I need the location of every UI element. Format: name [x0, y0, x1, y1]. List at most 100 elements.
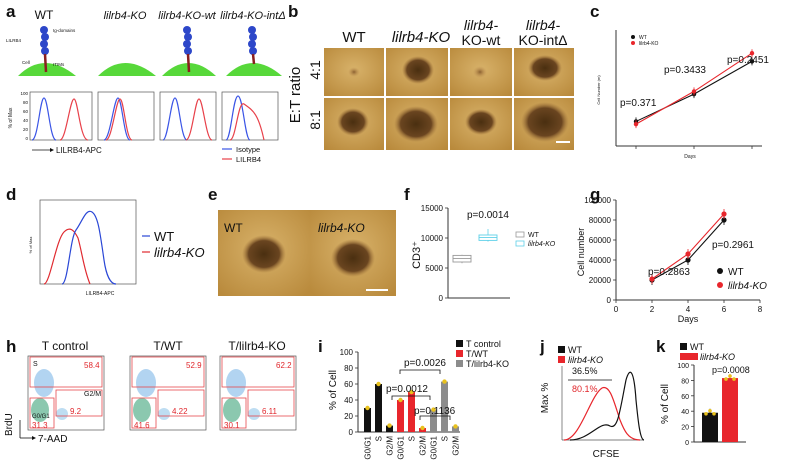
- histogram-frame: [221, 91, 279, 141]
- y-tick-label: 0: [685, 440, 689, 447]
- bar: [452, 426, 459, 432]
- flow-dot-plot: [219, 355, 297, 431]
- histogram-curve-wt: [61, 210, 117, 285]
- line-chart-g: [649, 209, 727, 285]
- box-plot-f: [452, 229, 498, 264]
- group-label-ko-intd: lilrb4-KO-intΔ: [220, 10, 285, 22]
- gate-value: 58.4: [84, 361, 100, 370]
- column-label: KO-wt: [462, 32, 501, 48]
- y-tick-label: 80: [344, 364, 353, 373]
- gate-value: 52.9: [186, 361, 202, 370]
- legend-label: lilrb4-KO: [568, 355, 603, 365]
- histogram-curve-wt: [569, 371, 645, 441]
- legend-label: T/WT: [466, 349, 488, 359]
- legend-marker: [717, 268, 723, 274]
- y-tick-label: 100: [677, 363, 689, 370]
- p-value-label: p=0.1136: [414, 406, 456, 417]
- x-tick-label: G2/M: [386, 436, 395, 456]
- x-tick-label: S: [441, 436, 450, 441]
- y-tick-label: 10000: [421, 234, 444, 243]
- gate-value: 4.22: [172, 407, 188, 416]
- panel-label-d: d: [6, 185, 16, 204]
- p-value-label: p=0.0026: [404, 358, 446, 369]
- diagram-label: ITIMs: [53, 62, 65, 67]
- line-chart-c: [633, 49, 755, 149]
- y-ticks-f: 15000 10000 5000 0: [421, 204, 448, 303]
- legend-label: WT: [568, 345, 582, 355]
- y-tick-label: 100: [340, 348, 354, 357]
- p-value-label: p=0.2451: [727, 55, 769, 66]
- group-label-wt: WT: [35, 8, 54, 22]
- diagram-label: Ig-domains: [53, 28, 76, 33]
- legend-label: lilrb4-KO: [154, 245, 205, 260]
- column-label: lilrb4-: [526, 17, 561, 33]
- y-tick-label: 5000: [425, 264, 443, 273]
- column-label: lilrb4-: [464, 17, 499, 33]
- legend-swatch: [680, 343, 687, 350]
- panel-b: b WT lilrb4-KO lilrb4- KO-wt lilrb4- KO-…: [287, 2, 574, 150]
- x-tick-label: S: [375, 436, 384, 441]
- bar: [386, 425, 393, 432]
- p-value-label: p=0.2961: [712, 240, 754, 251]
- y-tick-label: 60000: [589, 236, 612, 245]
- arrow-head-icon: [50, 148, 54, 152]
- y-tick-label: 20: [681, 425, 689, 432]
- legend-marker: [631, 41, 635, 45]
- y-axis-label: % of Cell: [660, 384, 671, 424]
- bar: [375, 384, 382, 432]
- bar: [430, 409, 437, 432]
- legend-swatch: [515, 240, 525, 247]
- legend-label: WT: [690, 342, 704, 352]
- y-axis-label: Cell Number (m): [596, 75, 601, 105]
- panel-label-e: e: [208, 185, 217, 204]
- y-ticks-i: 100 80 60 40 20 0: [340, 348, 358, 437]
- data-point: [704, 411, 708, 416]
- bar: [364, 408, 371, 432]
- bar: [408, 392, 415, 432]
- column-label: T/lilrb4-KO: [228, 339, 285, 353]
- p-value-label: p=0.0014: [467, 210, 509, 221]
- column-label: WT: [342, 29, 365, 46]
- x-tick-label: 4: [686, 305, 691, 314]
- y-tick-label: 60: [23, 109, 29, 114]
- cell-membrane: [98, 63, 156, 76]
- y-tick-label: 40: [681, 409, 689, 416]
- data-point: [649, 276, 655, 282]
- panel-label-a: a: [6, 2, 16, 21]
- y-tick-label: 40: [23, 118, 29, 123]
- y-tick-label: 100000: [584, 196, 611, 205]
- column-label: T control: [42, 339, 88, 353]
- p-value-label: p=0.0008: [712, 365, 750, 375]
- y-tick-label: 80000: [589, 216, 612, 225]
- gate-label: S: [33, 361, 38, 368]
- panel-label-h: h: [6, 337, 16, 356]
- panel-c: c Cell Number (m) Days WT lilrb4-KO p=0.…: [590, 2, 769, 160]
- bar: [397, 400, 404, 432]
- legend-label: WT: [639, 35, 647, 41]
- panel-h: h T control T/WT T/lilrb4-KO S 58.4 G2/M…: [4, 337, 297, 445]
- legend-label: WT: [728, 267, 744, 278]
- legend-label: WT: [154, 229, 174, 244]
- x-tick-label: G0/G1: [364, 435, 373, 459]
- y-axis-label: BrdU: [4, 413, 15, 436]
- data-point: [387, 423, 392, 428]
- data-point: [721, 217, 727, 223]
- legend-label: T control: [466, 339, 501, 349]
- image-label: WT: [224, 221, 243, 235]
- gate-value: 9.2: [70, 407, 82, 416]
- gate-value: 6.11: [262, 407, 278, 416]
- y-tick-label: 0: [607, 296, 612, 305]
- image-label: lilrb4-KO: [318, 221, 365, 235]
- data-point: [453, 424, 458, 429]
- legend-label: lilrb4-KO: [528, 241, 556, 248]
- axis-ticks-g: 0 20000 40000 60000 80000 100000 0 2 4 6 8: [584, 196, 762, 314]
- histogram-frame: [97, 91, 155, 141]
- panel-label-g: g: [590, 185, 600, 204]
- gate-label: G2/M: [84, 391, 101, 398]
- panel-e: e WT lilrb4-KO: [208, 185, 396, 296]
- data-point: [691, 89, 697, 94]
- y-tick-label: 40: [344, 396, 353, 405]
- group-label-ko-wt: lilrb4-KO-wt: [158, 10, 216, 22]
